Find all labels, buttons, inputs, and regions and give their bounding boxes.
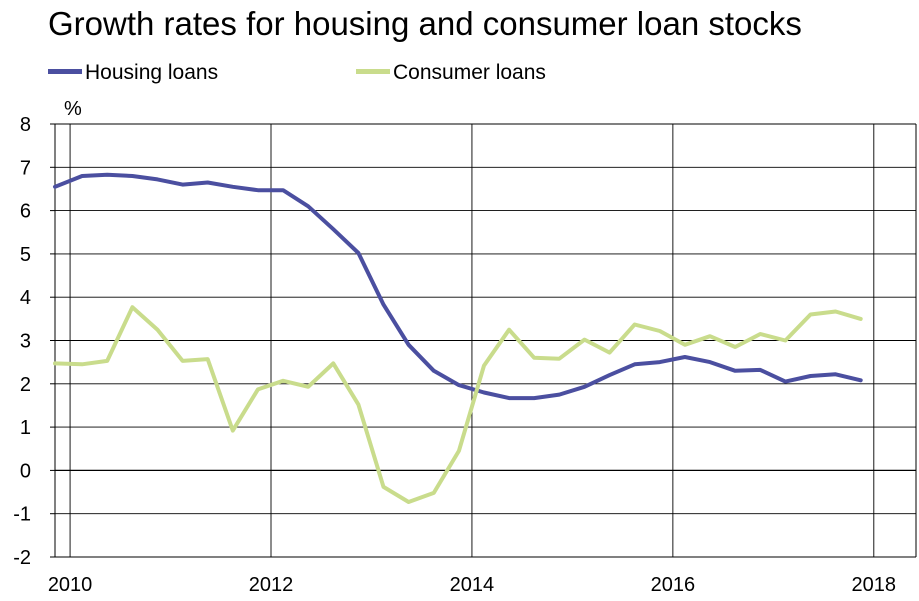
tick-labels: -2 -1 0 1 2 3 4 5 6 7 8 2010 2012 2014 2016 2018 <box>13 114 896 596</box>
y-tick-label: 1 <box>20 417 31 439</box>
y-tick-label: 2 <box>20 374 31 396</box>
legend-swatch-housing-loans <box>48 68 82 74</box>
axes <box>50 123 917 558</box>
y-tick-label: 7 <box>20 157 31 179</box>
y-tick-label: 0 <box>20 460 31 482</box>
x-tick-label: 2018 <box>852 574 897 596</box>
y-tick-label: -1 <box>13 504 31 526</box>
series <box>53 172 863 504</box>
x-tick-label: 2014 <box>450 574 495 596</box>
x-tick-label: 2012 <box>249 574 294 596</box>
legend-label-housing-loans: Housing loans <box>85 61 219 84</box>
y-tick-label: 4 <box>20 287 31 309</box>
y-tick-label: 6 <box>20 201 31 223</box>
y-tick-label: 3 <box>20 331 31 353</box>
y-tick-label: -2 <box>13 547 31 569</box>
x-tick-label: 2016 <box>651 574 696 596</box>
chart-title: Growth rates for housing and consumer lo… <box>48 5 802 42</box>
legend-item-housing-loans: Housing loans <box>48 60 218 86</box>
legend-swatch-consumer-loans <box>356 68 390 74</box>
legend-label-consumer-loans: Consumer loans <box>393 61 546 84</box>
y-tick-label: 8 <box>20 114 31 136</box>
series-line-consumer-loans <box>53 305 863 504</box>
y-tick-label: 5 <box>20 244 31 266</box>
legend-item-consumer-loans: Consumer loans <box>356 60 546 86</box>
x-tick-label: 2010 <box>48 574 93 596</box>
y-axis-unit-label: % <box>64 98 82 120</box>
series-line-housing-loans <box>53 172 863 401</box>
